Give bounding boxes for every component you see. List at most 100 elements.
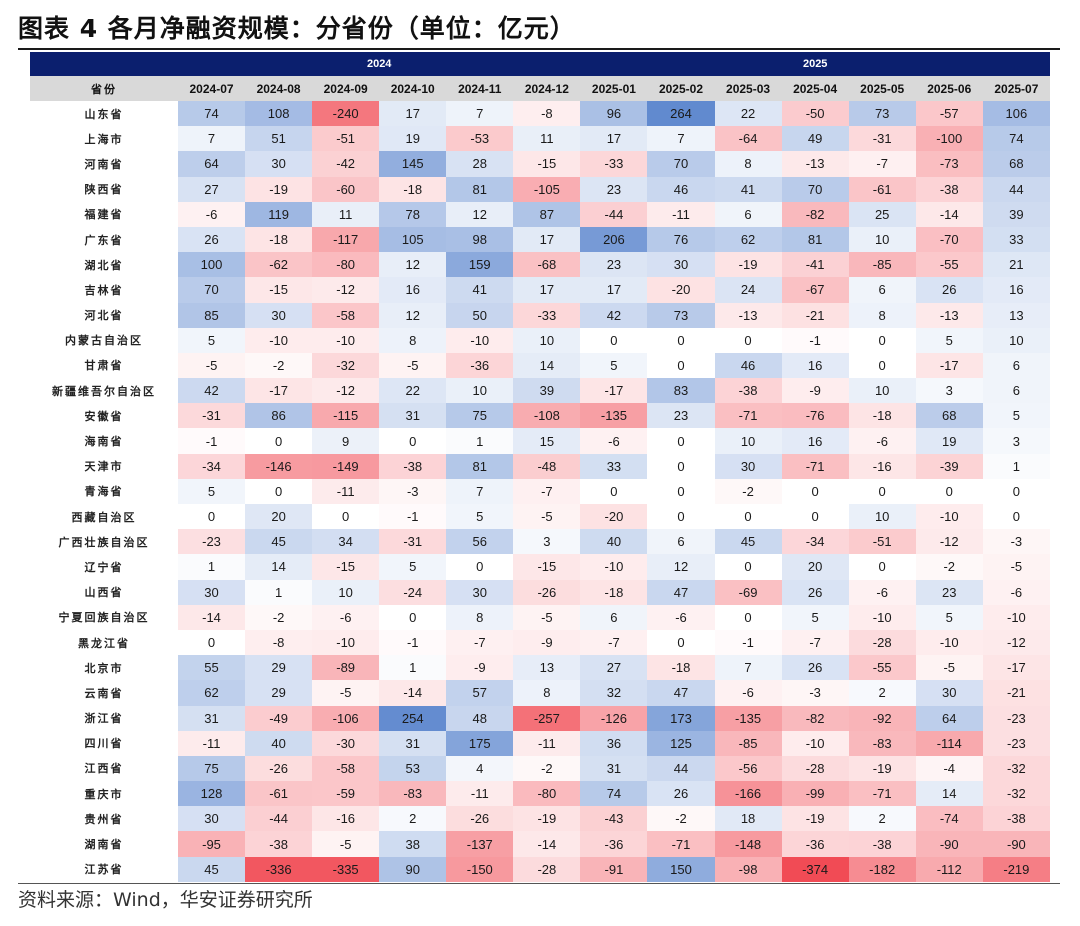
heat-cell: 34: [312, 529, 380, 555]
province-label: 天津市: [30, 453, 178, 479]
heat-cell: 6: [848, 277, 916, 303]
heat-cell: -14: [513, 831, 581, 857]
heat-cell: 27: [178, 176, 246, 202]
heat-cell: -36: [446, 352, 514, 379]
heat-cell: -219: [982, 856, 1050, 882]
heat-cell: -44: [245, 806, 313, 832]
table-row: 湖北省 100 -62 -80 12 159 -68 23 30 -19 -41 -85 -55 21: [30, 252, 1050, 278]
month-header-2025-06: 2025-06: [915, 76, 983, 101]
heat-cell: 8: [848, 302, 916, 328]
heat-cell: -44: [580, 201, 648, 227]
heat-cell: -60: [312, 176, 380, 202]
heat-cell: -135: [714, 705, 782, 731]
province-label: 山西省: [30, 579, 178, 605]
heat-cell: -10: [781, 730, 849, 756]
heat-cell: -150: [446, 856, 514, 882]
heat-cell: 40: [580, 529, 648, 555]
heat-cell: -57: [915, 101, 983, 127]
heat-cell: -39: [915, 453, 983, 479]
heat-cell: 13: [513, 655, 581, 681]
heat-cell: 8: [513, 680, 581, 706]
heat-cell: 100: [178, 252, 246, 278]
table-row: 河北省 85 30 -58 12 50 -33 42 73 -13 -21 8 -13 13: [30, 302, 1050, 328]
heat-cell: -20: [580, 504, 648, 530]
table-row: 天津市 -34 -146 -149 -38 81 -48 33 0 30 -71 -16 -39 1: [30, 453, 1050, 479]
heat-cell: 7: [647, 126, 715, 152]
heat-cell: -70: [915, 226, 983, 253]
heat-cell: 119: [245, 201, 313, 227]
heat-cell: -12: [312, 277, 380, 303]
heat-cell: 12: [647, 554, 715, 580]
table-row: 四川省 -11 40 -30 31 175 -11 36 125 -85 -10 -83 -114 -23: [30, 730, 1050, 756]
heat-cell: -10: [446, 327, 514, 353]
heat-cell: -98: [714, 856, 782, 882]
province-label: 河南省: [30, 151, 178, 177]
heat-cell: 0: [379, 428, 447, 454]
province-column-header: 省份: [30, 76, 178, 101]
heat-cell: 41: [714, 176, 782, 202]
heat-cell: 68: [982, 151, 1050, 177]
heat-cell: -26: [245, 755, 313, 782]
heat-cell: 10: [513, 327, 581, 353]
table-row: 贵州省 30 -44 -16 2 -26 -19 -43 -2 18 -19 2 -74 -38: [30, 806, 1050, 832]
heat-cell: 0: [982, 504, 1050, 530]
heat-cell: 16: [781, 428, 849, 454]
table-row: 山西省 30 1 10 -24 30 -26 -18 47 -69 26 -6 23 -6: [30, 579, 1050, 605]
heat-cell: 17: [580, 277, 648, 303]
heat-cell: -5: [982, 554, 1050, 580]
province-label: 福建省: [30, 201, 178, 227]
heat-cell: -15: [312, 554, 380, 580]
heat-cell: -5: [312, 680, 380, 706]
heat-cell: -41: [781, 252, 849, 278]
table-row: 河南省 64 30 -42 145 28 -15 -33 70 8 -13 -7 -73 68: [30, 151, 1050, 177]
heat-cell: -105: [513, 176, 581, 202]
heat-cell: -10: [915, 504, 983, 530]
province-label: 辽宁省: [30, 554, 178, 580]
heat-cell: -61: [848, 176, 916, 202]
heat-cell: -117: [312, 226, 380, 253]
heat-cell: -149: [312, 453, 380, 479]
heat-cell: 45: [714, 529, 782, 555]
heat-cell: -114: [915, 730, 983, 756]
heat-cell: 0: [714, 327, 782, 353]
heat-cell: 26: [915, 277, 983, 303]
month-header-2024-11: 2024-11: [446, 76, 514, 101]
heat-cell: -56: [714, 755, 782, 782]
heat-cell: -59: [312, 781, 380, 807]
heat-cell: 87: [513, 201, 581, 227]
heat-cell: 90: [379, 856, 447, 882]
heat-cell: 17: [580, 126, 648, 152]
heat-cell: 0: [178, 504, 246, 530]
heat-cell: -31: [379, 529, 447, 555]
heat-cell: -7: [848, 151, 916, 177]
heat-cell: -20: [647, 277, 715, 303]
heat-cell: 44: [647, 755, 715, 782]
heat-cell: -14: [915, 201, 983, 227]
heat-cell: -38: [245, 831, 313, 857]
heat-cell: 5: [379, 554, 447, 580]
heatmap-table: 2024 2025 省份 2024-07 2024-08 2024-09 2024-10 20…: [30, 52, 1050, 882]
heat-cell: -71: [714, 403, 782, 429]
year-header-2025: 2025: [580, 52, 1050, 76]
province-label: 广西壮族自治区: [30, 529, 178, 555]
province-label: 湖北省: [30, 252, 178, 278]
heat-cell: 30: [446, 579, 514, 605]
heat-cell: -58: [312, 302, 380, 328]
heat-cell: 26: [781, 655, 849, 681]
province-label: 青海省: [30, 478, 178, 504]
heat-cell: 53: [379, 755, 447, 782]
footer-rule: [18, 883, 1060, 884]
heat-cell: 1: [178, 554, 246, 580]
table-row: 青海省 5 0 -11 -3 7 -7 0 0 -2 0 0 0 0: [30, 478, 1050, 504]
heat-cell: 39: [982, 201, 1050, 227]
province-label: 浙江省: [30, 705, 178, 731]
heat-cell: 12: [446, 201, 514, 227]
heat-cell: 32: [580, 680, 648, 706]
heat-cell: -34: [781, 529, 849, 555]
heat-cell: -18: [379, 176, 447, 202]
heat-cell: 0: [580, 327, 648, 353]
heat-cell: 0: [446, 554, 514, 580]
heat-cell: -48: [513, 453, 581, 479]
heat-cell: -43: [580, 806, 648, 832]
heat-cell: 2: [379, 806, 447, 832]
